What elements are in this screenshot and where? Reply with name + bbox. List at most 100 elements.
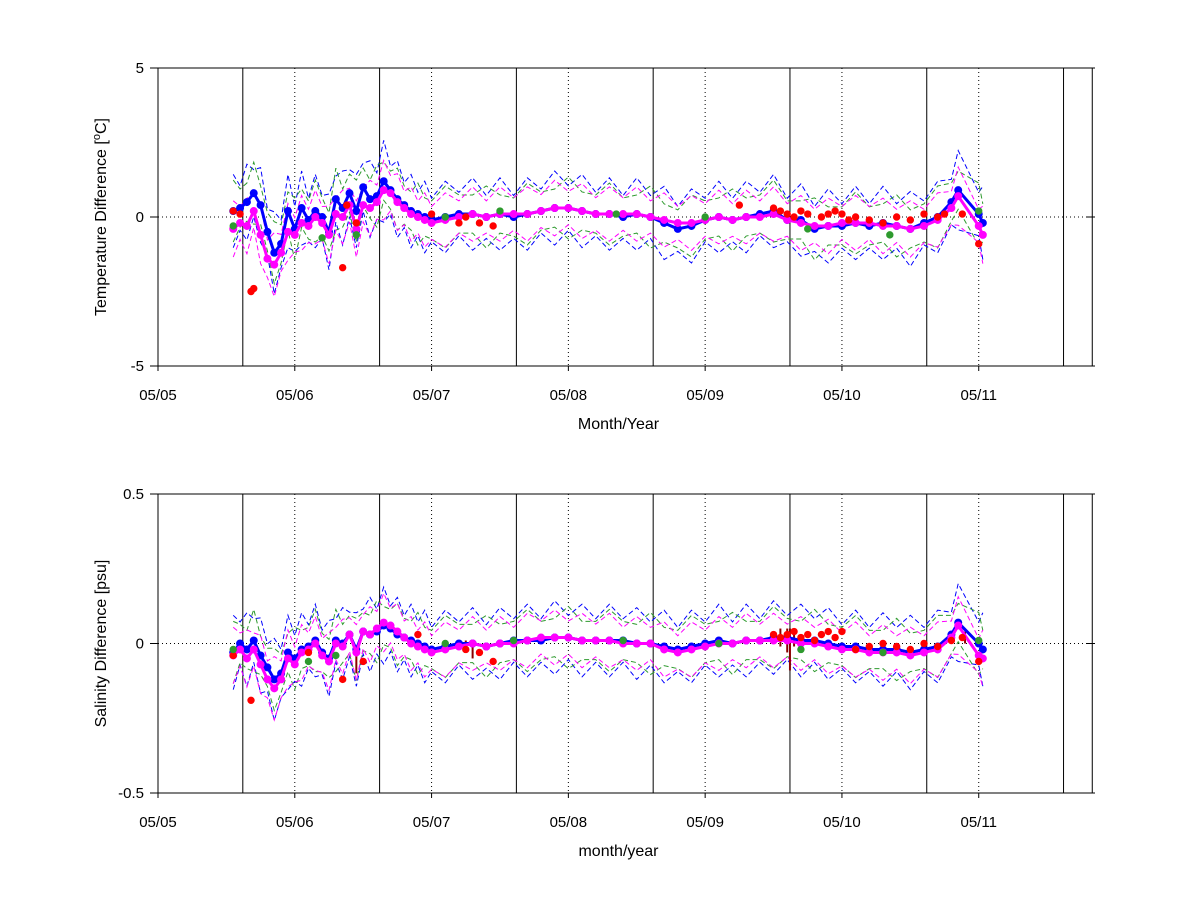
magenta-marker xyxy=(290,660,299,669)
magenta-marker xyxy=(242,654,251,663)
x-tick-label: 05/10 xyxy=(823,814,861,831)
magenta-marker xyxy=(331,210,340,219)
red-point xyxy=(838,627,846,636)
magenta-marker xyxy=(407,639,416,648)
magenta-marker xyxy=(824,642,833,651)
magenta-marker xyxy=(407,210,416,219)
magenta-marker xyxy=(660,215,669,224)
red-point xyxy=(414,630,422,639)
green-point xyxy=(318,234,326,242)
blue-marker xyxy=(256,201,265,210)
x-axis-label: month/year xyxy=(578,843,659,860)
red-point xyxy=(790,627,798,636)
magenta-marker xyxy=(468,639,477,648)
red-point xyxy=(851,213,860,221)
magenta-marker xyxy=(728,215,737,224)
red-point xyxy=(229,207,237,215)
green-point xyxy=(804,225,812,233)
magenta-marker xyxy=(386,621,395,630)
magenta-marker xyxy=(366,204,375,213)
magenta-marker xyxy=(249,207,258,216)
blue-marker xyxy=(283,207,292,216)
red-point xyxy=(906,645,915,654)
red-point xyxy=(804,630,812,639)
x-tick-label: 05/10 xyxy=(823,387,861,404)
magenta-marker xyxy=(427,648,436,657)
magenta-marker xyxy=(413,642,422,651)
magenta-marker xyxy=(366,630,375,639)
red-point xyxy=(958,633,967,642)
red-point xyxy=(304,648,313,657)
red-point xyxy=(958,210,967,218)
magenta-marker xyxy=(359,201,368,210)
blue-envelope-line xyxy=(232,582,984,651)
magenta-marker xyxy=(810,221,819,230)
red-point xyxy=(920,639,928,648)
magenta-marker xyxy=(673,218,682,227)
blue-envelope-line xyxy=(232,650,984,723)
magenta-marker xyxy=(372,198,381,207)
green-envelope-line xyxy=(233,599,984,656)
y-tick-label: 5 xyxy=(136,60,144,77)
blue-marker xyxy=(249,189,258,198)
magenta-marker xyxy=(523,636,532,645)
x-tick-label: 05/06 xyxy=(276,387,314,404)
magenta-marker xyxy=(974,221,983,230)
y-axis-label-superscript: o xyxy=(91,134,103,140)
red-point xyxy=(352,219,361,227)
green-point xyxy=(229,222,237,230)
red-point xyxy=(229,651,237,660)
green-point xyxy=(509,636,518,645)
magenta-marker xyxy=(755,213,764,221)
x-tick-label: 05/07 xyxy=(413,387,451,404)
blue-marker xyxy=(270,248,279,257)
y-tick-label: -0.5 xyxy=(118,785,144,802)
green-point xyxy=(352,231,361,239)
magenta-marker xyxy=(550,633,559,642)
red-point xyxy=(892,642,901,651)
magenta-marker xyxy=(283,227,292,236)
red-point xyxy=(783,210,791,218)
magenta-marker xyxy=(523,210,532,219)
magenta-marker xyxy=(454,642,463,651)
red-point xyxy=(933,642,942,651)
magenta-marker xyxy=(420,645,429,654)
blue-marker xyxy=(242,198,251,207)
magenta-marker xyxy=(345,630,354,639)
magenta-marker xyxy=(537,633,546,642)
magenta-marker xyxy=(256,230,265,239)
magenta-marker xyxy=(413,213,422,221)
red-point xyxy=(735,201,744,209)
green-point xyxy=(886,231,894,239)
magenta-marker xyxy=(283,654,292,663)
magenta-marker xyxy=(468,210,477,219)
green-point xyxy=(496,207,504,215)
magenta-marker xyxy=(263,675,272,684)
red-point xyxy=(817,630,826,639)
red-point xyxy=(462,213,470,221)
red-point xyxy=(475,648,484,657)
red-point xyxy=(427,210,436,218)
red-point xyxy=(838,210,846,218)
green-point xyxy=(975,207,983,215)
magenta-marker xyxy=(352,648,361,657)
magenta-marker xyxy=(591,636,600,645)
green-point xyxy=(304,657,313,666)
red-point xyxy=(906,216,915,224)
blue-marker xyxy=(331,195,340,204)
y-tick-label: 0 xyxy=(136,209,144,226)
magenta-marker xyxy=(297,218,306,227)
magenta-marker xyxy=(564,633,573,642)
blue-marker xyxy=(263,663,272,672)
red-point xyxy=(489,222,497,230)
magenta-marker xyxy=(920,221,929,230)
red-point xyxy=(343,201,351,209)
magenta-marker xyxy=(578,207,587,216)
red-point xyxy=(462,645,470,654)
magenta-marker xyxy=(263,254,272,263)
blue-marker xyxy=(978,645,987,654)
red-point xyxy=(776,207,785,215)
magenta-marker xyxy=(318,651,327,660)
magenta-marker xyxy=(400,633,409,642)
